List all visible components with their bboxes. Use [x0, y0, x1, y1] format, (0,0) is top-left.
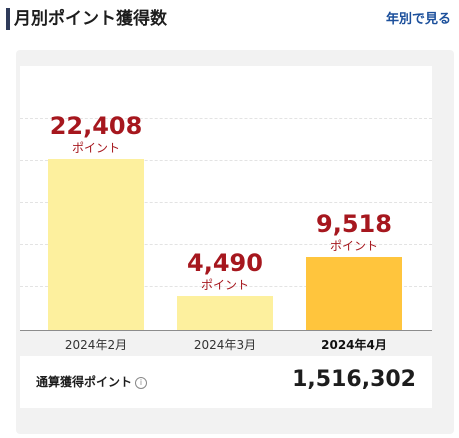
x-axis-label: 2024年3月 — [193, 338, 257, 352]
gridline — [20, 202, 432, 203]
bar-2 — [177, 295, 273, 330]
x-axis-label: 2024年4月 — [321, 338, 387, 352]
bar-value-label: 9,518 — [316, 210, 392, 239]
bar-3 — [306, 257, 402, 330]
total-points-label-text: 通算獲得ポイント — [36, 375, 133, 389]
bar-value-label: 4,490 — [187, 248, 263, 277]
monthly-points-chart: ポイント 22,408 ポイント 4,490 ポイント 9,518 — [20, 66, 432, 330]
gridline — [20, 118, 432, 119]
bar-value-label: 22,408 — [49, 112, 143, 140]
gridline — [20, 286, 432, 287]
view-by-year-link[interactable]: 年別で見る — [385, 12, 451, 27]
info-icon[interactable]: i — [135, 377, 148, 389]
bar-unit-label: ポイント — [329, 239, 378, 254]
gridline — [20, 244, 432, 245]
page-title: 月別ポイント獲得数 — [14, 9, 167, 29]
bar-1 — [48, 159, 144, 330]
header-accent-bar — [6, 8, 10, 30]
bar-unit-label: ポイント — [71, 141, 120, 155]
total-points-summary: 通算獲得ポイント i 1,516,302 — [20, 356, 432, 408]
total-points-label: 通算獲得ポイント i — [36, 374, 148, 390]
total-points-value: 1,516,302 — [292, 367, 416, 392]
gridline — [20, 160, 432, 161]
section-header: 月別ポイント獲得数 年別で見る — [0, 0, 459, 40]
x-axis-label: 2024年2月 — [64, 338, 128, 352]
bar-unit-label: ポイント — [200, 277, 249, 292]
chart-baseline — [20, 330, 432, 331]
